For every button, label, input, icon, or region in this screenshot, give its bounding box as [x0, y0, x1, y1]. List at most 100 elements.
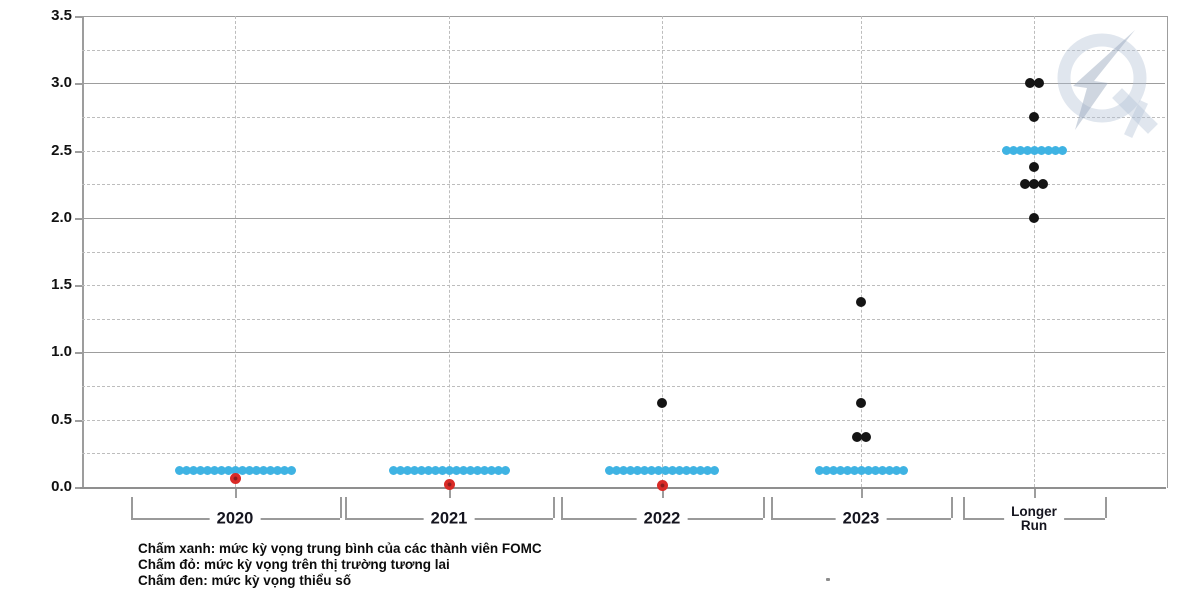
x-category-label-line: 2020	[216, 509, 254, 528]
blue-dot	[402, 465, 412, 475]
x-bracket-end	[963, 497, 965, 518]
black-dot	[856, 397, 866, 408]
h-gridline-dashed	[82, 251, 1165, 253]
blue-dot	[458, 465, 468, 475]
black-dot	[1029, 179, 1039, 190]
x-bracket-end	[345, 497, 347, 518]
x-bracket-end	[771, 497, 773, 518]
blue-dot	[202, 465, 212, 475]
blue-dot	[898, 465, 908, 475]
h-gridline-dashed	[82, 453, 1165, 455]
x-category-label-line: Run	[1020, 518, 1048, 533]
x-category-label-line: 2023	[842, 509, 880, 528]
blue-dot	[223, 465, 233, 475]
x-tick-mark	[449, 489, 451, 498]
blue-dot	[1015, 146, 1025, 156]
blue-dot	[626, 465, 635, 475]
x-bracket-end	[763, 497, 765, 518]
y-tick-mark	[75, 217, 82, 220]
blue-dot	[265, 465, 275, 475]
y-tick-label: 0.5	[51, 410, 72, 428]
black-dot	[856, 296, 866, 307]
y-tick-label: 1.0	[51, 343, 72, 361]
blue-dot	[849, 465, 859, 475]
blue-dot	[230, 465, 240, 475]
blue-dot	[640, 465, 649, 475]
blue-dot	[619, 465, 628, 475]
blue-dot	[1050, 146, 1060, 156]
black-dot	[851, 431, 862, 442]
v-gridline-dashed	[861, 16, 862, 487]
blue-dot	[395, 465, 405, 475]
blue-dot	[272, 465, 282, 475]
black-dot	[1029, 212, 1039, 223]
x-bracket-end	[340, 497, 342, 518]
blue-dot	[237, 465, 247, 475]
black-dot	[1029, 162, 1039, 173]
h-gridline-dashed	[82, 318, 1165, 320]
x-category-label-line: Longer	[1011, 504, 1057, 519]
blue-dot	[209, 465, 219, 475]
h-gridline-dashed	[82, 386, 1165, 388]
h-gridline-dashed	[82, 419, 1165, 421]
h-gridline-dashed	[82, 49, 1165, 51]
red-dot	[443, 478, 455, 490]
h-gridline-solid	[82, 352, 1165, 354]
blue-dot	[472, 465, 482, 475]
blue-dot	[689, 465, 698, 475]
blue-dot	[1001, 146, 1011, 156]
blue-dot	[251, 465, 261, 475]
blue-dot	[710, 465, 719, 475]
y-tick-mark	[75, 83, 82, 86]
blue-dot	[828, 465, 838, 475]
h-gridline-dashed	[82, 116, 1165, 118]
blue-dot	[486, 465, 496, 475]
h-gridline-solid	[82, 83, 1165, 85]
blue-dot	[661, 465, 670, 475]
blue-dot	[1057, 146, 1067, 156]
x-bracket-end	[561, 497, 563, 518]
blue-dot	[188, 465, 198, 475]
blue-dot	[668, 465, 677, 475]
y-tick-mark	[75, 285, 82, 288]
stray-mark	[826, 578, 830, 581]
black-dot	[1020, 179, 1030, 190]
y-tick-mark	[75, 352, 82, 355]
x-bracket-end	[951, 497, 953, 518]
red-dot	[656, 480, 668, 492]
blue-dot	[416, 465, 426, 475]
h-gridline-dashed	[82, 285, 1165, 287]
y-tick-mark	[75, 487, 82, 489]
blue-dot	[430, 465, 440, 475]
blue-dot	[891, 465, 901, 475]
blue-dot	[612, 465, 621, 475]
blue-dot	[821, 465, 831, 475]
black-dot	[860, 431, 871, 442]
blue-dot	[409, 465, 419, 475]
blue-dot	[493, 465, 503, 475]
black-dot	[1033, 78, 1044, 89]
x-category-label: Longer Run	[1004, 505, 1064, 533]
blue-dot	[1022, 146, 1032, 156]
x-category-label: 2021	[423, 510, 475, 528]
x-tick-mark	[1034, 489, 1036, 498]
blue-dot	[605, 465, 614, 475]
blue-dot	[856, 465, 866, 475]
blue-dot	[1036, 146, 1046, 156]
v-gridline-dashed	[662, 16, 663, 487]
blue-dot	[863, 465, 873, 475]
blue-dot	[465, 465, 475, 475]
x-bracket-end	[553, 497, 555, 518]
blue-dot	[388, 465, 398, 475]
y-tick-label: 3.0	[51, 74, 72, 92]
blue-dot	[814, 465, 824, 475]
blue-dot	[842, 465, 852, 475]
blue-dot	[279, 465, 289, 475]
black-dot	[1024, 78, 1035, 89]
blue-dot	[181, 465, 191, 475]
y-tick-label: 1.5	[51, 276, 72, 294]
x-axis-line	[80, 487, 1166, 489]
blue-dot	[174, 465, 184, 475]
x-tick-mark	[662, 489, 664, 498]
